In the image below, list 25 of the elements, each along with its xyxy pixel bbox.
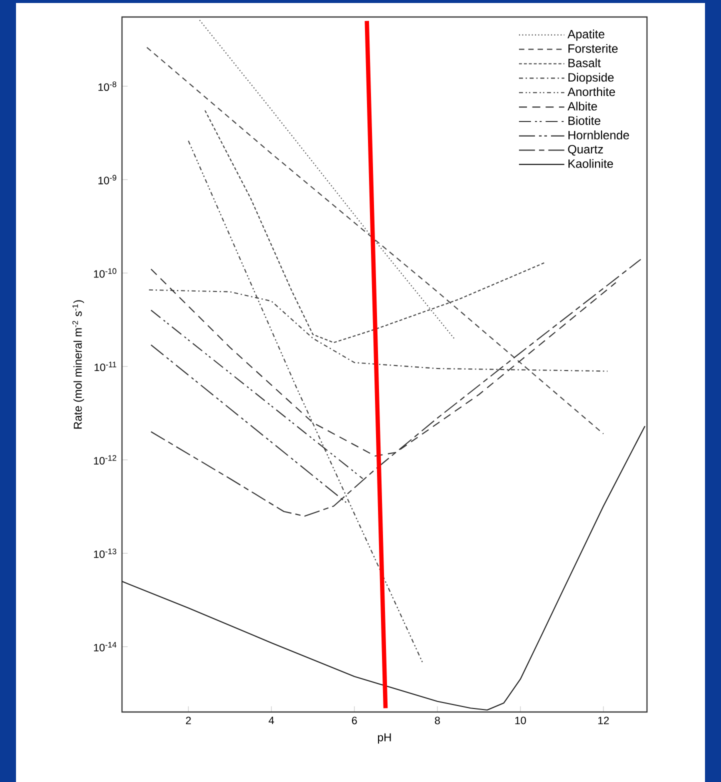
legend-label: Apatite xyxy=(568,30,604,41)
y-tick-label: 10$^{-8}$ xyxy=(98,81,116,91)
legend-label: Albite xyxy=(568,102,597,111)
legend-label: Hornblende xyxy=(568,130,630,140)
y-tick-label: 10$^{-11}$ xyxy=(94,362,116,372)
x-axis-title: pH xyxy=(378,733,391,744)
y-tick-label: 10$^{-13}$ xyxy=(94,548,116,558)
legend-label: Kaolinite xyxy=(568,159,614,168)
y-axis-title: Rate (mol mineral m$^{-2}$ s$^{-1}$) xyxy=(72,300,84,429)
y-tick-label: 10$^{-12}$ xyxy=(94,455,116,465)
x-tick-label: 8 xyxy=(434,716,440,724)
x-tick-label: 2 xyxy=(186,716,191,724)
y-tick-label: 10$^{-10}$ xyxy=(94,268,116,278)
x-tick-label: 10 xyxy=(515,716,526,724)
x-tick-label: 12 xyxy=(598,716,609,724)
legend-label: Basalt xyxy=(568,58,601,68)
x-tick-label: 6 xyxy=(352,716,357,724)
x-tick-label: 4 xyxy=(268,716,274,724)
legend-label: Forsterite xyxy=(568,44,618,53)
legend-label: Quartz xyxy=(568,144,603,156)
y-tick-label: 10$^{-9}$ xyxy=(98,174,116,184)
legend-label: Anorthite xyxy=(568,87,616,96)
y-tick-label: 10$^{-14}$ xyxy=(94,642,116,652)
legend-label: Biotite xyxy=(568,116,600,125)
legend-label: Diopside xyxy=(568,72,614,84)
